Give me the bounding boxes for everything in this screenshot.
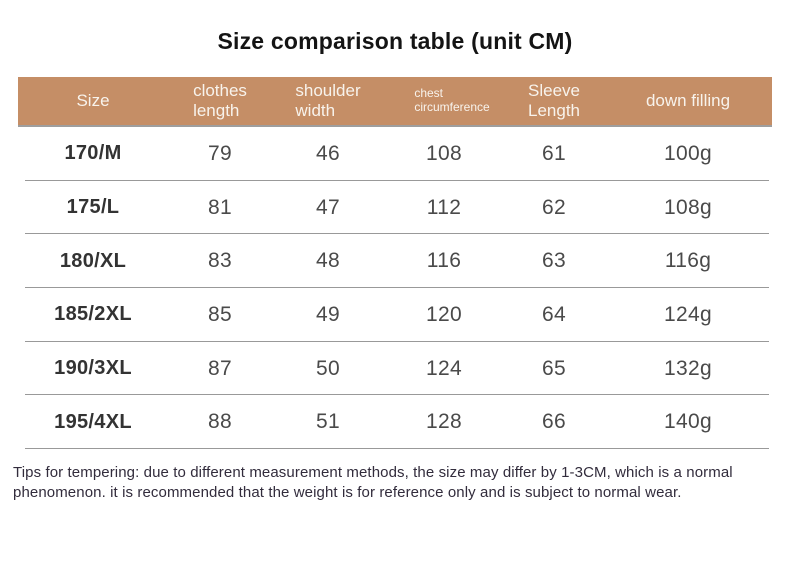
column-header-shoulder-width: shoulder width — [272, 77, 384, 125]
tips-note: Tips for tempering: due to different mea… — [13, 464, 733, 502]
cell-shoulder-width: 51 — [316, 410, 340, 434]
column-header-label: down filling — [645, 91, 731, 111]
column-header-label: Size — [76, 91, 110, 111]
cell-shoulder-width: 48 — [316, 249, 340, 273]
column-header-sleeve-length: Sleeve Length — [504, 77, 604, 125]
cell-sleeve-length: 63 — [542, 249, 566, 273]
cell-chest-circumference: 116 — [426, 249, 462, 273]
cell-clothes-length: 88 — [208, 410, 232, 434]
cell-down-filling: 132g — [664, 356, 712, 380]
cell-size: 190/3XL — [54, 357, 132, 380]
table-row: 180/XL 83 48 116 63 116g — [18, 234, 772, 288]
cell-down-filling: 108g — [664, 195, 712, 219]
cell-clothes-length: 79 — [208, 141, 232, 165]
table-row: 190/3XL 87 50 124 65 132g — [18, 342, 772, 396]
column-header-label: clothes length — [193, 81, 247, 120]
column-header-size: Size — [18, 77, 168, 125]
cell-shoulder-width: 50 — [316, 356, 340, 380]
cell-size: 180/XL — [59, 249, 127, 272]
cell-chest-circumference: 128 — [426, 410, 462, 434]
cell-clothes-length: 81 — [208, 195, 232, 219]
column-header-clothes-length: clothes length — [168, 77, 272, 125]
cell-sleeve-length: 61 — [542, 141, 566, 165]
table-header-row: Size clothes length shoulder width chest… — [18, 77, 772, 127]
cell-size: 195/4XL — [54, 410, 132, 433]
table-row: 195/4XL 88 51 128 66 140g — [18, 395, 772, 449]
size-table: Size clothes length shoulder width chest… — [18, 77, 772, 449]
cell-chest-circumference: 112 — [426, 195, 462, 219]
table-row: 170/M 79 46 108 61 100g — [18, 127, 772, 181]
cell-shoulder-width: 47 — [316, 195, 340, 219]
cell-sleeve-length: 62 — [542, 195, 566, 219]
cell-shoulder-width: 46 — [316, 141, 340, 165]
column-header-label: shoulder width — [295, 81, 361, 120]
cell-down-filling: 124g — [664, 302, 712, 326]
cell-down-filling: 140g — [664, 410, 712, 434]
cell-clothes-length: 85 — [208, 302, 232, 326]
cell-down-filling: 100g — [664, 141, 712, 165]
table-row: 185/2XL 85 49 120 64 124g — [18, 288, 772, 342]
cell-sleeve-length: 64 — [542, 302, 566, 326]
cell-shoulder-width: 49 — [316, 302, 340, 326]
cell-size: 185/2XL — [54, 303, 132, 326]
column-header-chest-circumference: chest circumference — [384, 77, 504, 125]
cell-chest-circumference: 108 — [426, 141, 462, 165]
column-header-down-filling: down filling — [604, 77, 772, 125]
column-header-label: Sleeve Length — [528, 81, 580, 120]
cell-chest-circumference: 124 — [426, 356, 462, 380]
cell-down-filling: 116g — [664, 249, 712, 273]
page-title: Size comparison table (unit CM) — [217, 28, 573, 54]
cell-size: 170/M — [64, 142, 122, 165]
cell-sleeve-length: 66 — [542, 410, 566, 434]
cell-chest-circumference: 120 — [426, 302, 462, 326]
cell-clothes-length: 83 — [208, 249, 232, 273]
cell-sleeve-length: 65 — [542, 356, 566, 380]
size-chart-page: Size comparison table (unit CM) Size clo… — [0, 28, 790, 504]
cell-clothes-length: 87 — [208, 356, 232, 380]
table-row: 175/L 81 47 112 62 108g — [18, 181, 772, 235]
cell-size: 175/L — [66, 196, 120, 219]
column-header-label: chest circumference — [414, 86, 490, 114]
